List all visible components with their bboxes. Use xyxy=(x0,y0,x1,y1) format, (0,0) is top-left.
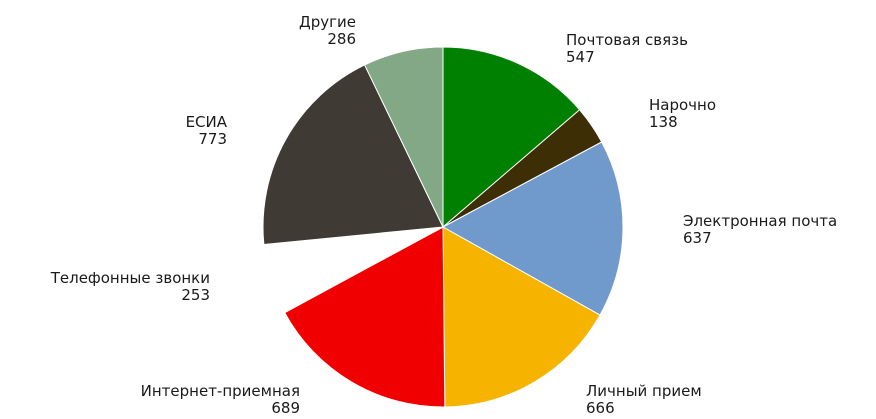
slice-label-name: Электронная почта xyxy=(683,212,837,230)
slice-label-4: Личный прием 666 xyxy=(586,382,702,417)
slice-label-name: Другие xyxy=(299,13,356,31)
slice-label-value: 773 xyxy=(198,130,227,148)
slice-label-7: ЕСИА 773 xyxy=(186,113,228,148)
pie-slice-5 xyxy=(283,226,446,408)
slice-label-1: Почтовая связь 547 xyxy=(566,31,688,66)
slice-label-value: 689 xyxy=(271,399,300,417)
slice-label-name: Интернет-приемная xyxy=(141,382,300,400)
slice-label-value: 138 xyxy=(649,113,678,131)
pie-slice-7 xyxy=(262,64,444,246)
slice-label-name: ЕСИА xyxy=(186,113,228,131)
slice-label-value: 547 xyxy=(566,48,595,66)
slice-label-3: Электронная почта 637 xyxy=(683,212,837,247)
slice-label-2: Нарочно 138 xyxy=(649,96,716,131)
slice-label-name: Телефонные звонки xyxy=(50,269,210,287)
pie-slice-4 xyxy=(442,226,601,408)
slice-label-value: 637 xyxy=(683,229,712,247)
slice-label-value: 253 xyxy=(181,286,210,304)
slice-label-8: Другие 286 xyxy=(299,13,356,48)
pie-slices xyxy=(262,46,624,408)
slice-label-value: 286 xyxy=(327,30,356,48)
slice-label-name: Нарочно xyxy=(649,96,716,114)
pie-slice-1 xyxy=(442,46,581,229)
slice-label-value: 666 xyxy=(586,399,615,417)
slice-label-6: Телефонные звонки 253 xyxy=(50,269,210,304)
slice-label-name: Почтовая связь xyxy=(566,31,688,49)
slice-label-name: Личный прием xyxy=(586,382,702,400)
slice-labels: Почтовая связь 547 Нарочно 138 Электронная п… xyxy=(50,13,837,417)
pie-slice-3 xyxy=(441,141,624,316)
slice-label-5: Интернет-приемная 689 xyxy=(141,382,300,417)
pie-slice-8 xyxy=(363,46,444,228)
